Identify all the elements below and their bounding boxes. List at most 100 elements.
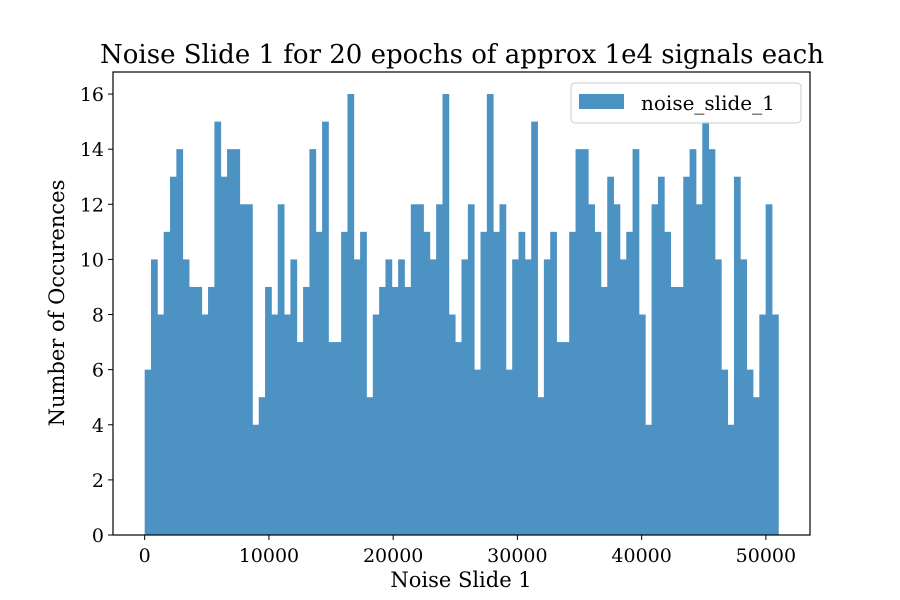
histogram-bar: [607, 176, 614, 535]
legend: noise_slide_1: [570, 82, 802, 124]
histogram-bar: [594, 231, 602, 535]
y-tick-label: 14: [80, 139, 104, 161]
x-tick-label: 0: [139, 545, 151, 567]
histogram-bar: [277, 204, 285, 536]
histogram-bar: [733, 176, 741, 535]
histogram-bar: [765, 204, 773, 536]
histogram-bar: [360, 231, 367, 535]
x-tick-label: 30000: [487, 545, 547, 567]
y-tick-label: 0: [92, 525, 104, 547]
plot-area-frame: [112, 71, 811, 536]
y-axis-ticks: 0 2 4 6 8 10 12 14 16: [80, 84, 113, 547]
histogram-bar: [638, 314, 646, 535]
histogram-bar: [550, 231, 557, 535]
x-tick-label: 20000: [363, 545, 423, 567]
histogram-bar: [214, 121, 222, 535]
histogram-bar: [220, 176, 228, 535]
histogram-bar: [265, 286, 272, 535]
histogram-bar: [689, 149, 697, 535]
histogram-bar: [436, 204, 443, 536]
histogram-bar: [366, 397, 374, 535]
histogram-bar: [569, 231, 576, 535]
histogram-bar: [626, 231, 633, 535]
y-tick-label: 8: [92, 305, 104, 327]
y-tick-label: 2: [92, 470, 104, 492]
histogram-bar: [740, 259, 748, 535]
histogram-bar: [588, 204, 595, 536]
histogram-bar: [474, 369, 481, 535]
histogram-bars: [144, 94, 779, 536]
histogram-bar: [613, 204, 621, 536]
histogram-bar: [664, 231, 671, 535]
histogram-bar: [176, 149, 184, 535]
x-tick-label: 10000: [239, 545, 299, 567]
histogram-bar: [702, 121, 710, 535]
histogram-bar: [353, 259, 361, 535]
histogram-bar: [227, 149, 234, 535]
histogram-bar: [157, 314, 165, 535]
histogram-bar: [467, 204, 475, 536]
histogram-bar: [385, 259, 393, 535]
histogram-bar: [480, 231, 488, 535]
histogram-bar: [524, 259, 532, 535]
histogram-bar: [455, 342, 462, 535]
histogram-bar: [404, 286, 412, 535]
histogram-bar: [442, 94, 450, 536]
x-tick-label: 40000: [611, 545, 671, 567]
y-tick-label: 12: [80, 194, 104, 216]
histogram-bar: [372, 314, 380, 535]
histogram-bar: [512, 259, 519, 535]
histogram-bar: [189, 286, 196, 535]
histogram-bar: [163, 231, 171, 535]
histogram-bar: [315, 231, 323, 535]
legend-label: noise_slide_1: [641, 91, 775, 115]
histogram-bar: [208, 286, 215, 535]
histogram-bar: [290, 259, 298, 535]
histogram-bar: [258, 397, 266, 535]
histogram-bar: [410, 204, 418, 536]
histogram-bar: [499, 204, 507, 536]
histogram-bar: [670, 286, 678, 535]
histogram-bar: [651, 204, 659, 536]
histogram-bar: [309, 149, 317, 535]
histogram-bar: [562, 342, 570, 535]
histogram-bar: [195, 286, 203, 535]
histogram-bar: [252, 424, 260, 535]
histogram-bar: [531, 121, 538, 535]
histogram-bar: [543, 259, 551, 535]
histogram-bar: [657, 176, 665, 535]
histogram-bar: [714, 259, 722, 535]
histogram-bar: [556, 342, 564, 535]
histogram-bar: [391, 286, 399, 535]
histogram-bar: [771, 314, 779, 535]
histogram-bar: [600, 286, 608, 535]
histogram-bar: [144, 369, 152, 535]
histogram-bar: [201, 314, 209, 535]
histogram-bar: [182, 259, 190, 535]
histogram-bar: [619, 259, 627, 535]
histogram-bar: [493, 231, 500, 535]
histogram-bar: [284, 314, 291, 535]
histogram-bar: [727, 424, 735, 535]
histogram-bar: [695, 204, 703, 536]
y-tick-label: 6: [92, 360, 104, 382]
histogram-bar: [759, 314, 767, 535]
histogram-bar: [505, 369, 513, 535]
histogram-bar: [518, 231, 526, 535]
histogram-bar: [379, 286, 386, 535]
histogram-bar: [708, 149, 716, 535]
histogram-bar: [486, 94, 494, 536]
legend-frame: [570, 82, 802, 124]
histogram-bar: [271, 314, 279, 535]
histogram-bar: [341, 231, 348, 535]
x-axis-ticks: 0 10000 20000 30000 40000 50000: [139, 535, 796, 567]
histogram-bar: [429, 259, 437, 535]
y-tick-label: 4: [92, 415, 104, 437]
histogram-bar: [328, 342, 336, 535]
histogram-bar: [334, 342, 342, 535]
histogram-bar: [683, 176, 691, 535]
histogram-bar: [347, 94, 355, 536]
histogram-bar: [581, 149, 589, 535]
histogram-bar: [632, 149, 640, 535]
histogram-bar: [575, 149, 583, 535]
